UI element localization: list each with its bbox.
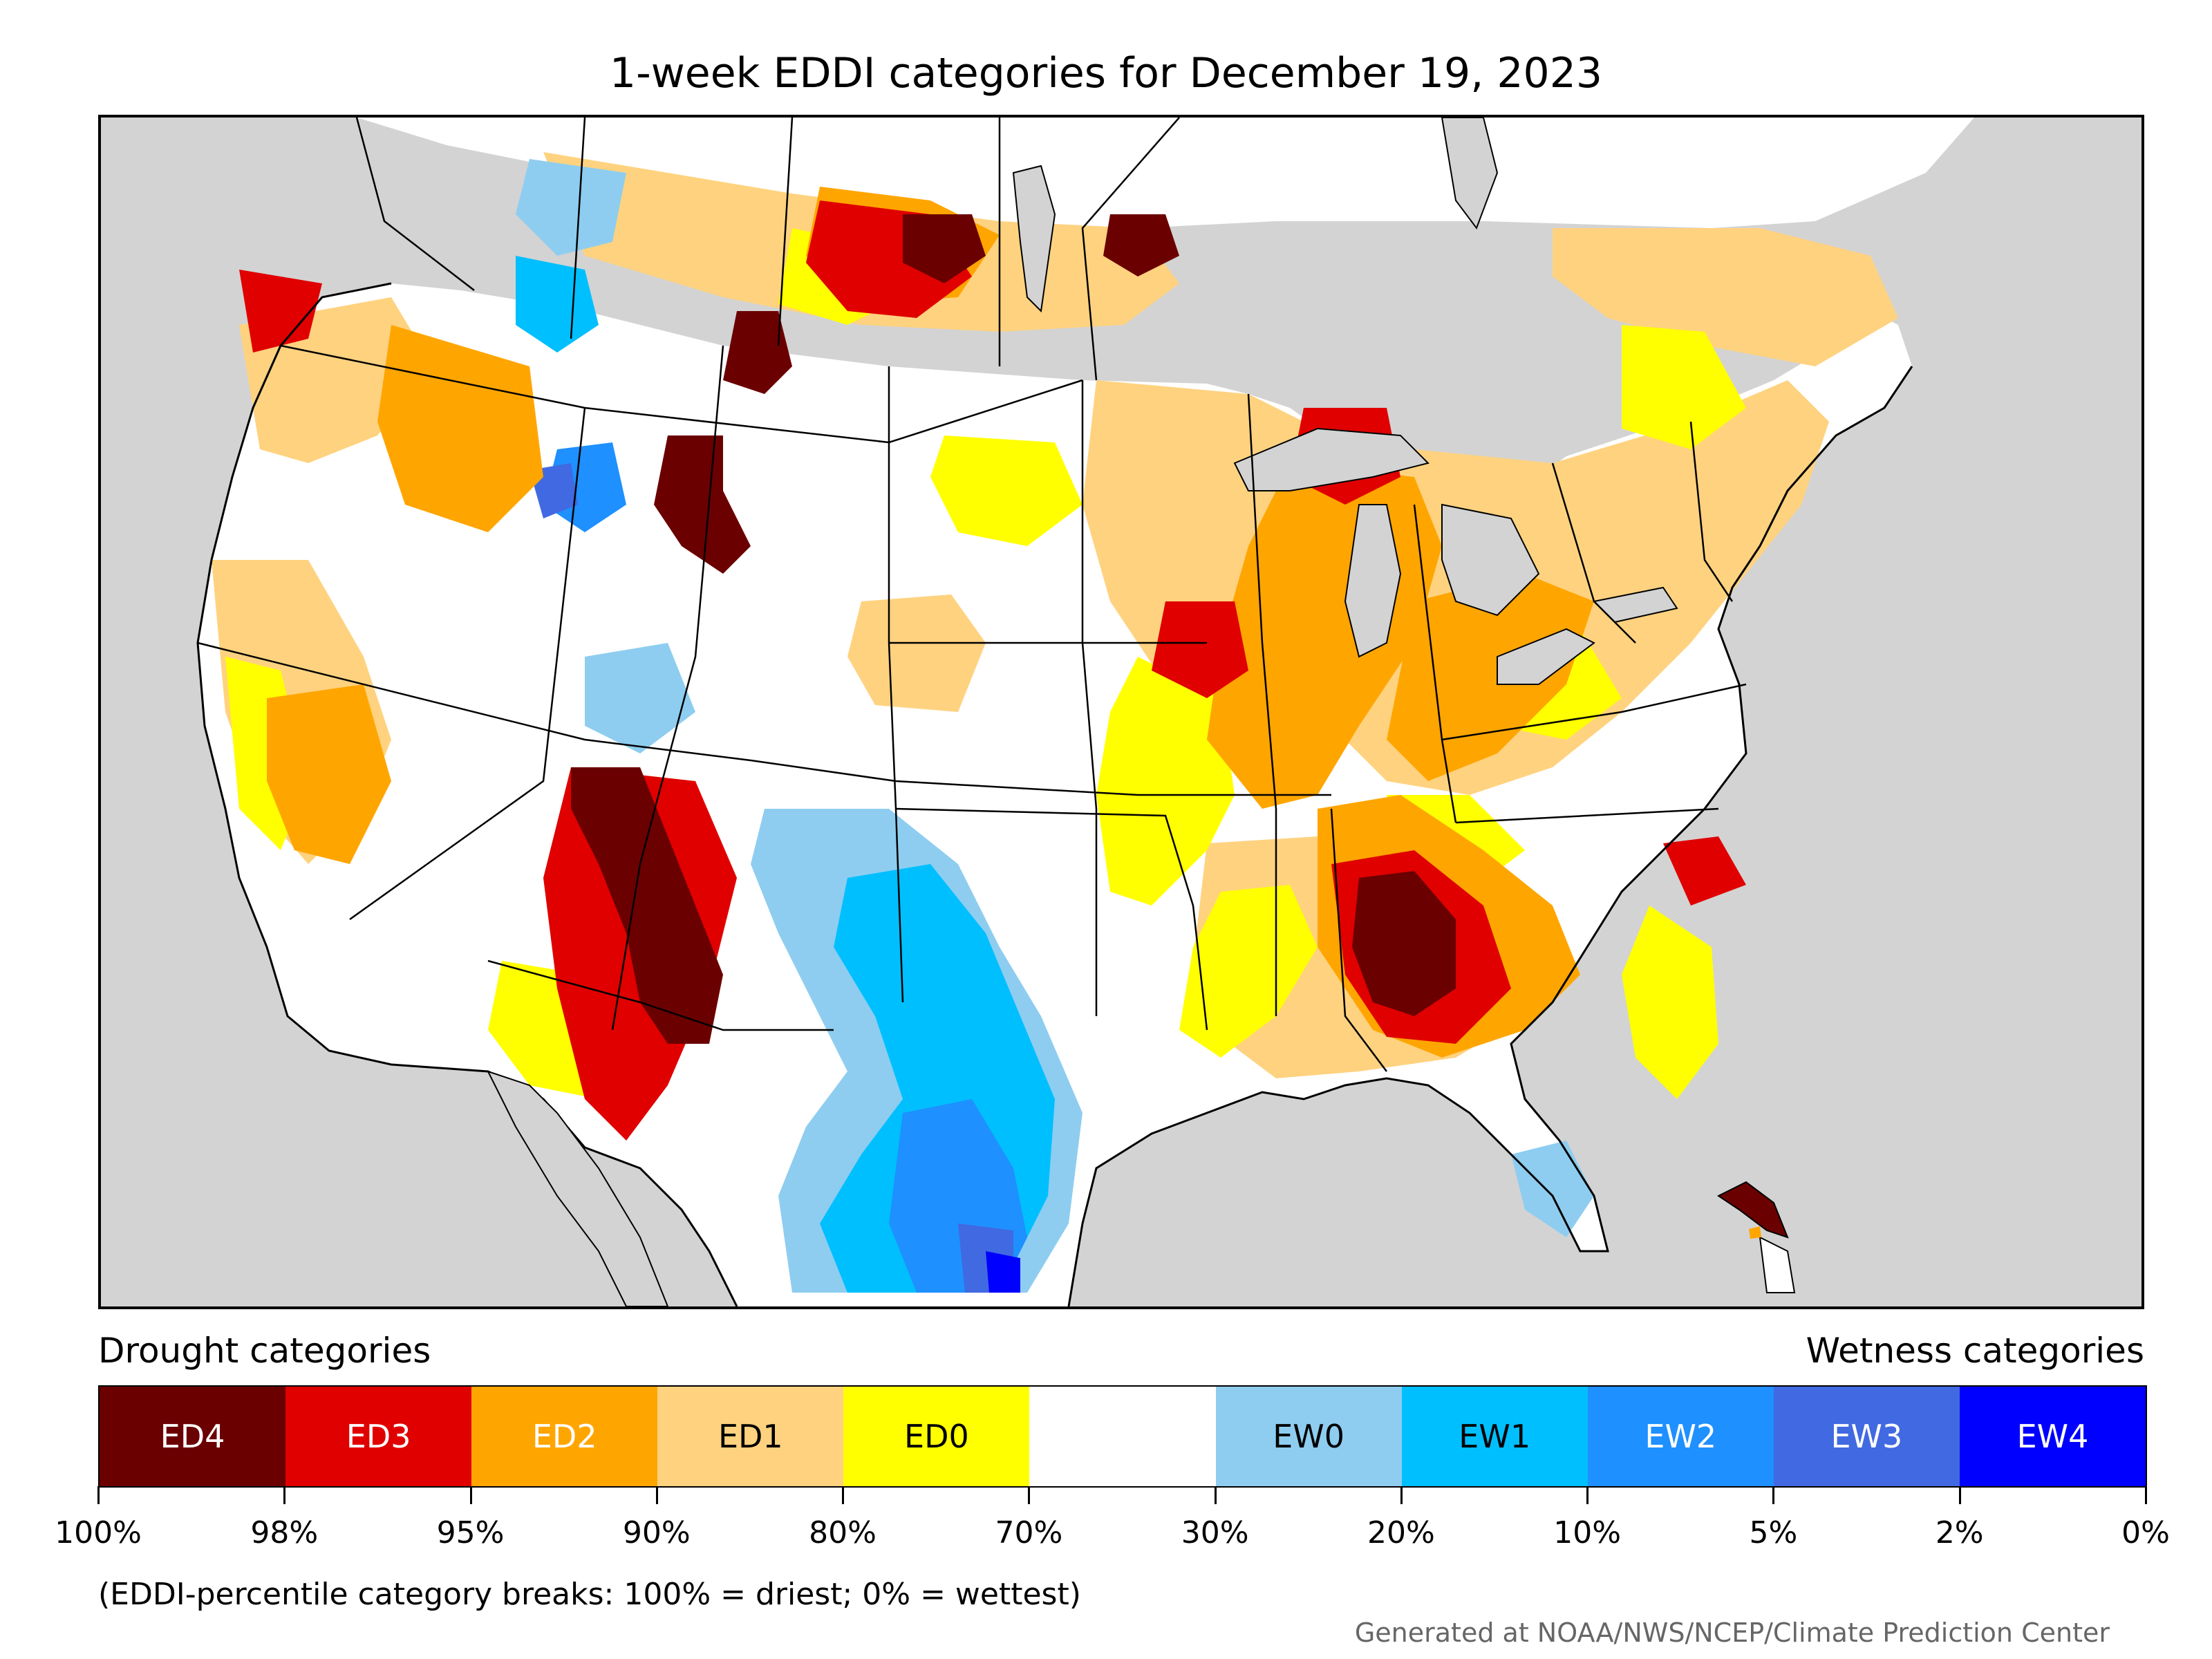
colorbar-segment-ed0: ED0 bbox=[843, 1387, 1030, 1486]
colorbar-segment-ew4: EW4 bbox=[1959, 1387, 2146, 1486]
colorbar-segment-ed1: ED1 bbox=[657, 1387, 844, 1486]
colorbar-segment-ew0: EW0 bbox=[1215, 1387, 1402, 1486]
colorbar-tick bbox=[1028, 1486, 1031, 1504]
colorbar-tick-label: 90% bbox=[622, 1515, 691, 1550]
great-lakes bbox=[1012, 118, 1678, 685]
ed4-areas bbox=[571, 214, 1456, 1044]
colorbar-tick bbox=[655, 1486, 658, 1504]
colorbar-tick bbox=[469, 1486, 472, 1504]
ew2-ew4-areas bbox=[529, 442, 1027, 1293]
state-borders bbox=[197, 118, 1747, 1072]
colorbar-tick-label: 5% bbox=[1749, 1515, 1798, 1550]
colorbar-segment-ew3: EW3 bbox=[1773, 1387, 1960, 1486]
wetness-categories-heading: Wetness categories bbox=[1806, 1331, 2144, 1371]
category-colorbar: ED4 ED3 ED2 ED1 ED0 EW0 EW1 EW2 EW3 EW4 bbox=[98, 1385, 2147, 1488]
colorbar-segment-ew1: EW1 bbox=[1401, 1387, 1588, 1486]
colorbar-tick-label: 100% bbox=[55, 1515, 142, 1550]
colorbar-tick bbox=[1214, 1486, 1217, 1504]
eddi-map bbox=[98, 115, 2144, 1309]
colorbar-tick bbox=[1400, 1486, 1403, 1504]
colorbar-tick-label: 70% bbox=[995, 1515, 1063, 1550]
gulf-of-california bbox=[487, 1070, 669, 1306]
percentile-note: (EDDI-percentile category breaks: 100% =… bbox=[98, 1577, 1081, 1612]
colorbar-segment-ew2: EW2 bbox=[1587, 1387, 1774, 1486]
colorbar-tick-label: 80% bbox=[809, 1515, 877, 1550]
colorbar-tick bbox=[1772, 1486, 1775, 1504]
colorbar-tick-label: 98% bbox=[250, 1515, 319, 1550]
colorbar-tick bbox=[842, 1486, 845, 1504]
colorbar-ticks bbox=[97, 1486, 2147, 1507]
credit-text: Generated at NOAA/NWS/NCEP/Climate Predi… bbox=[1354, 1618, 2110, 1648]
colorbar-tick-label: 10% bbox=[1553, 1515, 1622, 1550]
colorbar-tick bbox=[2145, 1486, 2147, 1504]
colorbar-segment-ed3: ED3 bbox=[285, 1387, 472, 1486]
colorbar-tick-label: 30% bbox=[1181, 1515, 1249, 1550]
map-title: 1-week EDDI categories for December 19, … bbox=[609, 49, 1603, 97]
conus-map-svg bbox=[196, 118, 1974, 1306]
colorbar-tick bbox=[97, 1486, 100, 1504]
coastline bbox=[196, 282, 1913, 1306]
colorbar-tick bbox=[1958, 1486, 1961, 1504]
colorbar-tick-label: 0% bbox=[2121, 1515, 2170, 1550]
caribbean-islands bbox=[1717, 1181, 1796, 1293]
colorbar-tick bbox=[283, 1486, 286, 1504]
colorbar-tick-label: 20% bbox=[1367, 1515, 1435, 1550]
colorbar-segment-ed2: ED2 bbox=[471, 1387, 658, 1486]
colorbar-tick bbox=[1586, 1486, 1589, 1504]
colorbar-tick-label: 95% bbox=[436, 1515, 505, 1550]
drought-categories-heading: Drought categories bbox=[98, 1331, 431, 1371]
colorbar-tick-label: 2% bbox=[1935, 1515, 1984, 1550]
colorbar-segment-neutral bbox=[1029, 1387, 1216, 1486]
colorbar-segment-ed4: ED4 bbox=[100, 1387, 286, 1486]
